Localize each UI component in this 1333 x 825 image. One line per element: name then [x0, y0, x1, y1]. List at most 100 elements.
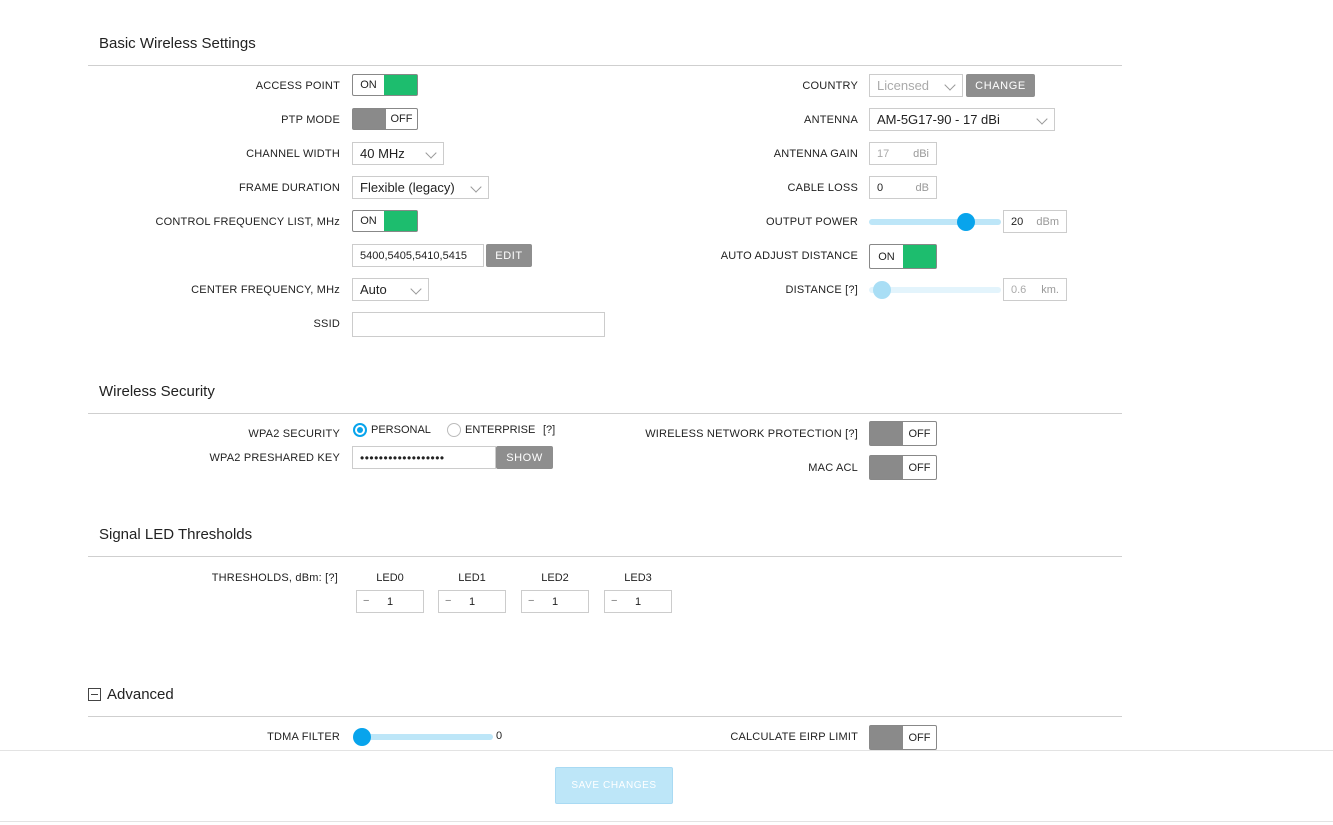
tdma-filter-value: 0 — [496, 730, 503, 742]
section-title-advanced[interactable]: Advanced — [107, 686, 174, 703]
enterprise-label: ENTERPRISE — [465, 424, 536, 436]
collapse-icon[interactable] — [88, 688, 101, 701]
edit-button[interactable]: EDIT — [486, 244, 532, 267]
output-power-input[interactable]: 20 dBm — [1003, 210, 1067, 233]
frame-duration-value: Flexible (legacy) — [360, 180, 455, 195]
cable-loss-input[interactable]: 0 dB — [869, 176, 937, 199]
antenna-label: ANTENNA — [804, 114, 858, 126]
thresholds-label: THRESHOLDS, dBm: [?] — [211, 572, 338, 584]
cable-loss-label: CABLE LOSS — [787, 182, 858, 194]
toggle-knob — [870, 456, 903, 479]
led2-value: 1 — [552, 596, 559, 608]
section-title-basic: Basic Wireless Settings — [99, 35, 256, 52]
control-freq-toggle[interactable]: ON — [352, 210, 418, 232]
show-psk-button[interactable]: SHOW — [496, 446, 553, 469]
cable-loss-value: 0 — [877, 181, 884, 194]
minus-icon[interactable]: − — [611, 595, 618, 607]
toggle-state: ON — [878, 250, 895, 263]
psk-input[interactable]: •••••••••••••••••• — [352, 446, 496, 469]
ptp-mode-label: PTP MODE — [281, 114, 340, 126]
led0-label: LED0 — [376, 572, 404, 584]
control-freq-list-input[interactable]: 5400,5405,5410,5415 — [352, 244, 484, 267]
wpa2-security-label: WPA2 SECURITY — [248, 428, 340, 440]
ssid-label: SSID — [313, 318, 340, 330]
ptp-mode-toggle[interactable]: OFF — [352, 108, 418, 130]
section-divider — [88, 556, 1122, 557]
wnp-label: WIRELESS NETWORK PROTECTION [?] — [645, 428, 858, 440]
distance-input[interactable]: 0.6 km. — [1003, 278, 1067, 301]
toggle-knob — [903, 245, 936, 268]
channel-width-value: 40 MHz — [360, 146, 405, 161]
control-freq-list-value: 5400,5405,5410,5415 — [360, 249, 468, 262]
center-freq-label: CENTER FREQUENCY, MHz — [191, 284, 340, 296]
unit-label: dB — [915, 181, 929, 194]
led1-label: LED1 — [458, 572, 486, 584]
access-point-toggle[interactable]: ON — [352, 74, 418, 96]
antenna-gain-value: 17 — [877, 147, 890, 160]
output-power-value: 20 — [1011, 215, 1024, 228]
toggle-state: ON — [360, 215, 377, 227]
psk-label: WPA2 PRESHARED KEY — [209, 452, 340, 464]
led3-value: 1 — [635, 596, 642, 608]
enterprise-radio[interactable] — [447, 423, 461, 437]
led1-stepper[interactable]: −1 — [438, 590, 506, 613]
channel-width-label: CHANNEL WIDTH — [246, 148, 340, 160]
toggle-knob — [870, 422, 903, 445]
save-changes-button[interactable]: SAVE CHANGES — [555, 767, 673, 804]
unit-label: km. — [1041, 283, 1059, 296]
country-label: COUNTRY — [802, 80, 858, 92]
frame-duration-label: FRAME DURATION — [239, 182, 340, 194]
psk-value: •••••••••••••••••• — [360, 450, 445, 465]
led2-stepper[interactable]: −1 — [521, 590, 589, 613]
change-country-button[interactable]: CHANGE — [966, 74, 1035, 97]
distance-slider-handle[interactable] — [873, 281, 891, 299]
output-power-slider-handle[interactable] — [957, 213, 975, 231]
toggle-knob — [353, 109, 386, 129]
center-freq-select[interactable]: Auto — [352, 278, 429, 301]
section-divider — [88, 65, 1122, 66]
led3-stepper[interactable]: −1 — [604, 590, 672, 613]
antenna-value: AM-5G17-90 - 17 dBi — [877, 112, 1000, 127]
chevron-down-icon — [944, 79, 956, 91]
access-point-label: ACCESS POINT — [255, 80, 340, 92]
toggle-state: OFF — [908, 461, 931, 474]
output-power-slider[interactable] — [869, 219, 1001, 225]
unit-label: dBi — [913, 147, 929, 160]
country-select[interactable]: Licensed — [869, 74, 963, 97]
minus-icon[interactable]: − — [363, 595, 370, 607]
enterprise-help-link[interactable]: [?] — [543, 424, 556, 436]
personal-label: PERSONAL — [371, 424, 431, 436]
tdma-filter-slider[interactable] — [356, 734, 493, 740]
personal-radio[interactable] — [353, 423, 367, 437]
wnp-toggle[interactable]: OFF — [869, 421, 937, 446]
antenna-gain-label: ANTENNA GAIN — [773, 148, 858, 160]
calc-eirp-toggle[interactable]: OFF — [869, 725, 937, 750]
footer-bar: SAVE CHANGES — [0, 750, 1333, 822]
antenna-gain-input[interactable]: 17 dBi — [869, 142, 937, 165]
chevron-down-icon — [1036, 113, 1048, 125]
section-title-led: Signal LED Thresholds — [99, 526, 253, 543]
frame-duration-select[interactable]: Flexible (legacy) — [352, 176, 489, 199]
toggle-state: ON — [360, 79, 377, 91]
toggle-knob — [384, 211, 417, 231]
antenna-select[interactable]: AM-5G17-90 - 17 dBi — [869, 108, 1055, 131]
mac-acl-toggle[interactable]: OFF — [869, 455, 937, 480]
toggle-knob — [384, 75, 417, 95]
tdma-filter-label: TDMA FILTER — [267, 731, 340, 743]
led0-stepper[interactable]: −1 — [356, 590, 424, 613]
led0-value: 1 — [387, 596, 394, 608]
distance-slider[interactable] — [869, 287, 1001, 293]
mac-acl-label: MAC ACL — [808, 462, 858, 474]
minus-icon[interactable]: − — [445, 595, 452, 607]
center-freq-value: Auto — [360, 282, 387, 297]
section-divider — [88, 716, 1122, 717]
tdma-filter-slider-handle[interactable] — [353, 728, 371, 746]
auto-adjust-distance-toggle[interactable]: ON — [869, 244, 937, 269]
ssid-input[interactable] — [352, 312, 605, 337]
minus-icon[interactable]: − — [528, 595, 535, 607]
country-value: Licensed — [877, 78, 930, 93]
channel-width-select[interactable]: 40 MHz — [352, 142, 444, 165]
section-title-security: Wireless Security — [99, 383, 215, 400]
section-divider — [88, 413, 1122, 414]
output-power-label: OUTPUT POWER — [765, 216, 858, 228]
